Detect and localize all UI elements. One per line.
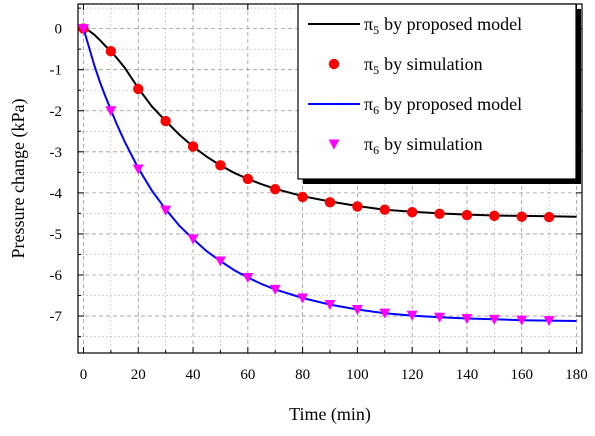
data-point — [351, 304, 363, 315]
y-axis-label: Pressure change (kPa) — [8, 99, 29, 259]
x-tick-label: 160 — [510, 367, 533, 383]
data-point — [379, 308, 391, 319]
x-axis-ticks: 0 20 40 60 80 100 120 140 160 180 — [80, 4, 588, 383]
legend-box — [297, 3, 577, 180]
x-tick-label: 120 — [401, 367, 424, 383]
y-tick-label: -5 — [50, 227, 63, 243]
data-point — [406, 206, 418, 218]
y-tick-label: -3 — [50, 145, 63, 161]
x-axis-label: Time (min) — [289, 404, 371, 425]
x-tick-label: 20 — [131, 367, 146, 383]
data-point — [461, 209, 473, 221]
legend-swatch-circle — [328, 58, 340, 70]
x-tick-label: 180 — [565, 367, 588, 383]
data-point — [434, 208, 445, 220]
data-point — [105, 106, 117, 117]
x-tick-label: 80 — [295, 367, 310, 383]
series-layer — [77, 23, 577, 327]
data-point — [516, 315, 528, 326]
data-point — [543, 211, 555, 223]
data-point — [214, 256, 226, 267]
data-point — [187, 234, 199, 245]
data-point — [324, 300, 336, 311]
data-point — [77, 24, 89, 35]
data-point — [379, 204, 390, 215]
data-point — [489, 210, 500, 222]
y-axis-ticks: 0 -1 -2 -3 -4 -5 -6 -7 — [50, 7, 582, 338]
data-point — [324, 197, 336, 208]
data-point — [488, 314, 500, 325]
y-tick-label: 0 — [55, 22, 63, 38]
x-tick-label: 100 — [346, 367, 369, 383]
legend-swatch-triangle — [328, 139, 340, 150]
data-point — [160, 205, 172, 216]
series-4 — [77, 24, 555, 327]
data-point — [543, 316, 555, 327]
data-point — [242, 173, 254, 185]
legend-label: π5 by proposed model — [364, 14, 522, 37]
x-tick-label: 60 — [240, 367, 255, 383]
y-tick-label: -4 — [50, 186, 63, 202]
data-point — [406, 310, 418, 321]
x-tick-label: 40 — [186, 367, 201, 383]
data-point — [160, 115, 171, 127]
data-point — [269, 284, 281, 295]
data-point — [132, 164, 144, 175]
data-point — [297, 191, 308, 203]
x-tick-label: 140 — [456, 367, 479, 383]
data-point — [215, 160, 226, 171]
data-point — [297, 293, 309, 304]
data-point — [352, 201, 363, 212]
y-tick-label: -7 — [50, 309, 63, 325]
data-point — [461, 314, 473, 325]
data-point — [187, 141, 199, 152]
legend-label: π6 by simulation — [364, 134, 483, 157]
x-tick-label: 0 — [80, 367, 88, 383]
y-tick-label: -2 — [50, 104, 63, 120]
data-point — [242, 272, 254, 283]
data-point — [516, 211, 527, 222]
data-point — [434, 312, 446, 323]
y-tick-label: -1 — [50, 63, 63, 79]
y-tick-label: -6 — [50, 268, 63, 284]
legend: π5 by proposed model π5 by simulation π6 by p… — [297, 3, 581, 184]
legend-label: π6 by proposed model — [364, 94, 522, 117]
data-point — [105, 46, 117, 57]
data-point — [270, 183, 281, 195]
data-point — [133, 83, 144, 95]
legend-label: π5 by simulation — [364, 54, 483, 77]
series-2 — [78, 23, 555, 223]
